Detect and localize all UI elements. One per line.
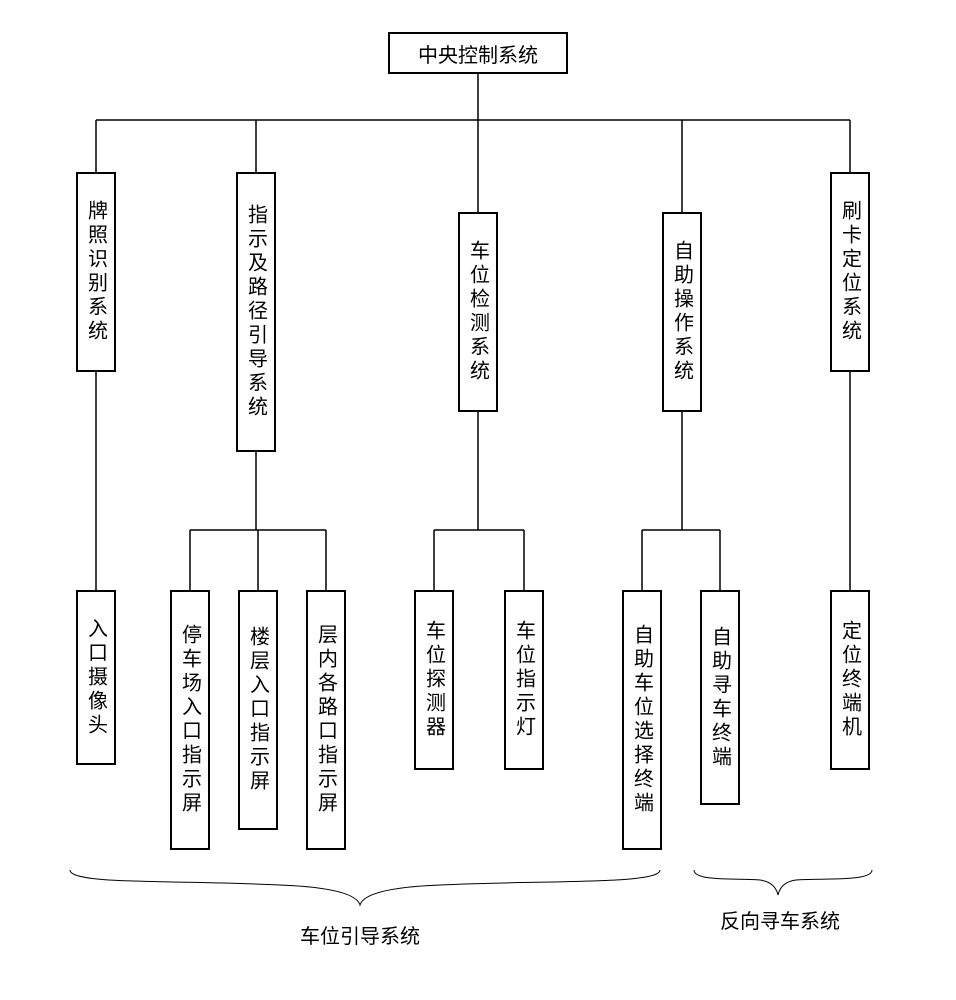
l3-label: 自助车位选择终端 [628,624,657,816]
l3-node-location-terminal: 定位终端机 [830,590,870,770]
brace-right-text: 反向寻车系统 [720,911,840,933]
l3-node-floor-entrance-screen: 楼层入口指示屏 [238,590,278,830]
l3-node-space-indicator: 车位指示灯 [504,590,544,770]
l3-node-entrance-camera: 入口摄像头 [76,590,116,765]
brace-left-label: 车位引导系统 [260,920,460,949]
l3-label: 停车场入口指示屏 [176,624,205,816]
root-node: 中央控制系统 [388,32,568,74]
brace-left-text: 车位引导系统 [300,926,420,948]
l3-node-parking-entrance-screen: 停车场入口指示屏 [170,590,210,850]
l2-node-detection: 车位检测系统 [458,212,498,412]
brace-right-label: 反向寻车系统 [700,905,860,934]
l3-label: 车位指示灯 [510,620,539,740]
l2-label: 刷卡定位系统 [836,200,865,344]
root-label: 中央控制系统 [418,39,538,68]
l3-label: 入口摄像头 [82,618,111,738]
l2-node-guidance: 指示及路径引导系统 [236,172,276,452]
l2-label: 自助操作系统 [668,240,697,384]
l3-node-space-detector: 车位探测器 [414,590,454,770]
l2-label: 车位检测系统 [464,240,493,384]
l3-label: 自助寻车终端 [706,626,735,770]
l3-node-self-select-terminal: 自助车位选择终端 [622,590,662,850]
l2-node-plate-recognition: 牌照识别系统 [76,172,116,372]
l3-label: 车位探测器 [420,620,449,740]
l2-label: 牌照识别系统 [82,200,111,344]
l3-label: 楼层入口指示屏 [244,626,273,794]
l2-label: 指示及路径引导系统 [242,204,271,420]
l3-label: 层内各路口指示屏 [312,624,341,816]
connector-lines [0,0,956,1000]
l2-node-self-service: 自助操作系统 [662,212,702,412]
l3-label: 定位终端机 [836,620,865,740]
l3-node-self-find-terminal: 自助寻车终端 [700,590,740,805]
l2-node-card-location: 刷卡定位系统 [830,172,870,372]
l3-node-intersection-screen: 层内各路口指示屏 [306,590,346,850]
